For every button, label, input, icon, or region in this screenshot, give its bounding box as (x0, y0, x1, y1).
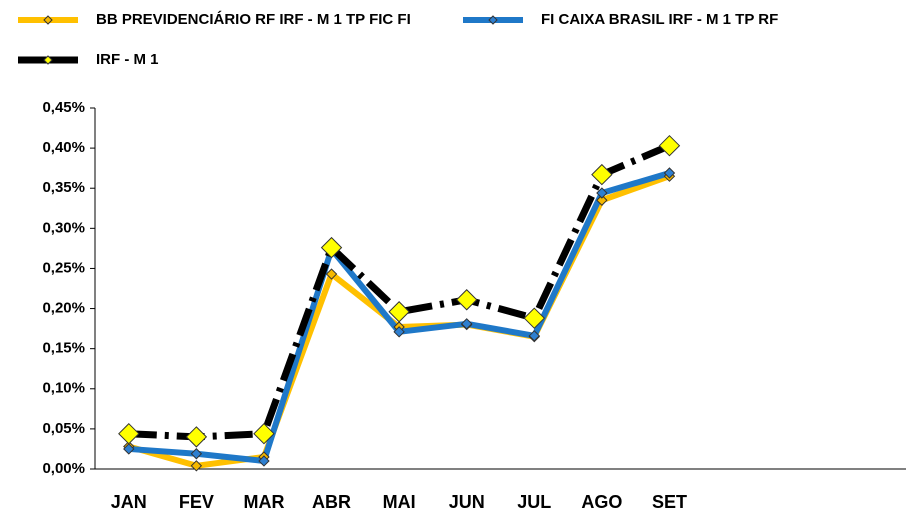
point-marker (320, 236, 343, 259)
y-tick-label: 0,45% (42, 99, 85, 116)
y-tick-label: 0,20% (42, 300, 85, 317)
y-tick-label: 0,15% (42, 340, 85, 357)
y-tick-label: 0,25% (42, 259, 85, 276)
y-tick-label: 0,05% (42, 420, 85, 437)
legend-marker (43, 15, 53, 25)
x-tick-label: JUN (449, 492, 485, 512)
point-marker (663, 167, 676, 179)
legend-label: BB PREVIDENCIÁRIO RF IRF - M 1 TP FIC FI (96, 11, 411, 28)
point-marker (258, 455, 270, 467)
point-marker (388, 301, 410, 323)
point-marker (123, 443, 135, 455)
point-marker (325, 268, 338, 280)
legend-label: FI CAIXA BRASIL IRF - M 1 TP RF (541, 11, 778, 28)
y-tick-label: 0,30% (42, 219, 85, 236)
point-marker (596, 194, 608, 206)
point-marker (185, 426, 208, 448)
point-marker (393, 326, 405, 338)
point-marker (523, 307, 545, 329)
point-marker (658, 134, 681, 157)
x-tick-label: ABR (312, 492, 351, 512)
y-tick-label: 0,10% (42, 380, 85, 397)
point-marker (190, 460, 203, 472)
point-marker (528, 330, 540, 342)
legend-marker (43, 55, 53, 65)
x-tick-label: MAI (383, 492, 416, 512)
point-marker (190, 448, 203, 460)
y-tick-label: 0,40% (42, 139, 85, 156)
series-line (128, 142, 671, 441)
point-marker (591, 163, 613, 186)
y-tick-label: 0,00% (42, 460, 85, 477)
y-tick-label: 0,35% (42, 179, 85, 196)
point-marker (118, 422, 140, 445)
x-tick-label: JAN (111, 492, 147, 512)
x-tick-label: SET (652, 492, 687, 512)
x-tick-label: MAR (243, 492, 284, 512)
point-marker (456, 289, 478, 311)
point-marker (253, 422, 275, 445)
x-tick-label: AGO (581, 492, 622, 512)
point-marker (596, 187, 608, 199)
x-tick-label: FEV (179, 492, 214, 512)
legend-label: IRF - M 1 (96, 51, 159, 68)
x-tick-label: JUL (517, 492, 551, 512)
point-marker (461, 318, 473, 330)
legend-marker (488, 15, 498, 25)
